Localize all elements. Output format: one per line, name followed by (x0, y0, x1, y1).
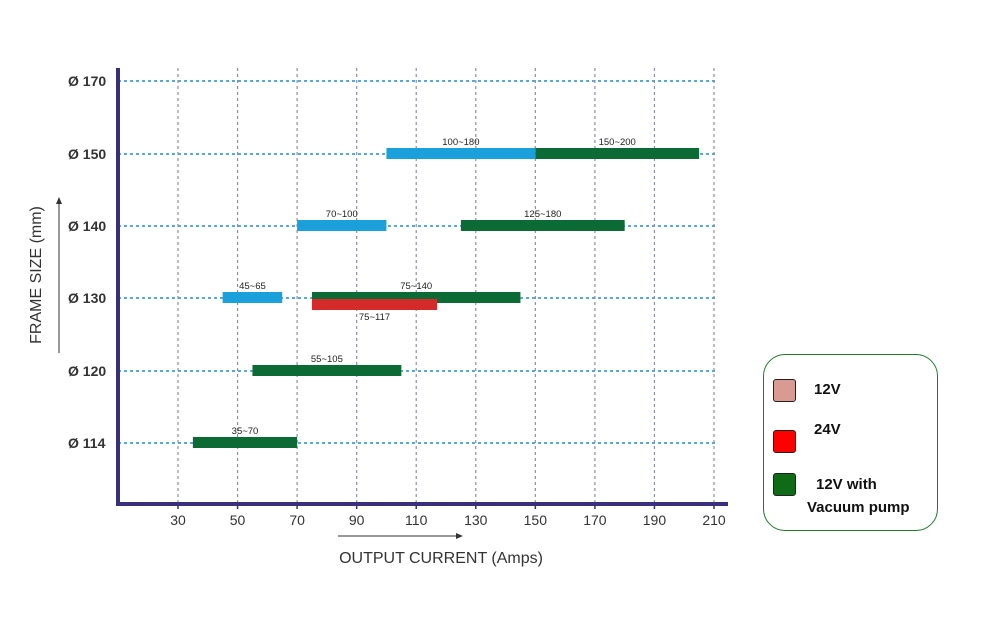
bar-label: 75~117 (359, 312, 390, 323)
legend-swatch-vacuum (773, 473, 796, 496)
bar-label: 45~65 (239, 281, 266, 292)
bar (192, 437, 298, 448)
x-tick-label: 30 (170, 512, 186, 528)
legend-label-12v: 12V (814, 381, 841, 398)
bar-label: 55~105 (311, 354, 343, 365)
x-tick-label: 190 (643, 512, 667, 528)
bar (222, 292, 283, 303)
bar (535, 148, 700, 159)
y-tick-label: Ø 150 (68, 146, 106, 162)
y-axis-arrow (56, 197, 62, 353)
x-axis-arrow (338, 533, 463, 539)
x-tick-labels: 30 50 70 90 110 130 150 170 190 210 (170, 512, 726, 528)
y-axis-title: FRAME SIZE (mm) (28, 206, 45, 344)
bar (312, 299, 438, 310)
bar-label: 100~180 (442, 137, 479, 148)
axes (116, 68, 728, 509)
y-tick-label: Ø 170 (68, 73, 106, 89)
bar-label: 35~70 (232, 426, 259, 437)
bar (386, 148, 536, 159)
bar (252, 365, 402, 376)
legend-label-24v: 24V (814, 421, 841, 438)
bar-labels: 150~200 125~180 75~140 55~105 35~70 100~180 70… (232, 137, 636, 437)
bar-label: 125~180 (524, 209, 561, 220)
x-tick-label: 50 (230, 512, 246, 528)
legend-label-vacuum-line1: 12V with (816, 476, 877, 493)
bar (312, 292, 521, 303)
bar (460, 220, 625, 231)
x-tick-label: 210 (702, 512, 726, 528)
x-tick-label: 150 (524, 512, 548, 528)
bar-label: 75~140 (400, 281, 432, 292)
bar (297, 220, 387, 231)
legend-label-vacuum-line2: Vacuum pump (807, 499, 910, 516)
y-tick-label: Ø 140 (68, 218, 106, 234)
x-tick-label: 130 (464, 512, 488, 528)
y-tick-label: Ø 130 (68, 290, 106, 306)
bars (192, 148, 700, 448)
x-axis-title: OUTPUT CURRENT (Amps) (339, 550, 543, 567)
y-tick-labels: Ø 170 Ø 150 Ø 140 Ø 130 Ø 120 Ø 114 (68, 73, 106, 451)
legend-swatch-12v (773, 379, 796, 402)
x-tick-label: 70 (289, 512, 305, 528)
x-tick-label: 110 (405, 512, 428, 528)
bar-label: 150~200 (599, 137, 636, 148)
legend: 12V 24V 12V with Vacuum pump (763, 354, 938, 531)
bar-label: 70~100 (326, 209, 358, 220)
x-tick-label: 90 (349, 512, 365, 528)
legend-swatch-24v (773, 430, 796, 453)
y-tick-label: Ø 120 (68, 363, 106, 379)
x-tick-label: 170 (583, 512, 607, 528)
y-tick-label: Ø 114 (68, 435, 106, 451)
